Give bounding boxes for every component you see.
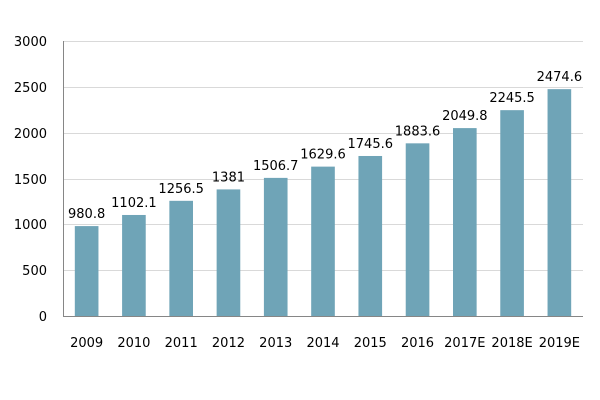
y-tick-label: 0 xyxy=(39,310,47,325)
bar-2017E xyxy=(453,128,477,316)
y-tick-label: 3000 xyxy=(14,35,47,50)
bar-2019E xyxy=(547,89,572,316)
data-label: 1506.7 xyxy=(253,159,299,174)
data-label: 2049.8 xyxy=(442,109,488,124)
x-tick-label: 2012 xyxy=(212,336,245,351)
data-label: 1883.6 xyxy=(395,124,441,139)
data-label: 2245.5 xyxy=(489,91,535,106)
y-tick-label: 2000 xyxy=(14,127,47,142)
x-tick-label: 2019E xyxy=(539,336,580,351)
bar-2018E xyxy=(500,110,524,316)
x-tick-label: 2013 xyxy=(259,336,292,351)
bar-2014 xyxy=(311,166,335,316)
y-tick-label: 2500 xyxy=(14,81,47,96)
y-tick-label: 1500 xyxy=(14,173,47,188)
y-tick-label: 1000 xyxy=(14,218,47,233)
x-tick-label: 2015 xyxy=(354,336,387,351)
bar-2016 xyxy=(405,143,430,316)
bar-2011 xyxy=(169,200,193,316)
x-tick-labels: 2009 2010 2011 2012 2013 2014 2015 2016 2017E 201… xyxy=(70,336,580,351)
x-tick-label: 2014 xyxy=(306,336,339,351)
axes xyxy=(63,41,583,317)
x-tick-label: 2017E xyxy=(444,336,485,351)
data-label: 1629.6 xyxy=(300,148,346,163)
data-label: 1256.5 xyxy=(158,182,204,197)
x-tick-label: 2016 xyxy=(401,336,434,351)
x-tick-label: 2018E xyxy=(491,336,532,351)
bar-2009 xyxy=(74,226,99,316)
bar-2013 xyxy=(263,177,288,316)
x-tick-label: 2011 xyxy=(165,336,198,351)
data-label: 980.8 xyxy=(68,207,105,222)
data-label: 1745.6 xyxy=(348,137,394,152)
bars xyxy=(74,89,572,316)
y-tick-labels: 0 500 1000 1500 2000 2500 3000 xyxy=(14,35,47,325)
y-tick-label: 500 xyxy=(22,264,47,279)
data-label: 1102.1 xyxy=(111,196,157,211)
x-tick-label: 2010 xyxy=(117,336,150,351)
x-tick-label: 2009 xyxy=(70,336,103,351)
bar-2010 xyxy=(122,214,146,316)
bar-2012 xyxy=(216,189,241,316)
bar-2015 xyxy=(358,155,383,316)
data-label: 1381 xyxy=(212,170,245,185)
data-label: 2474.6 xyxy=(537,70,583,85)
